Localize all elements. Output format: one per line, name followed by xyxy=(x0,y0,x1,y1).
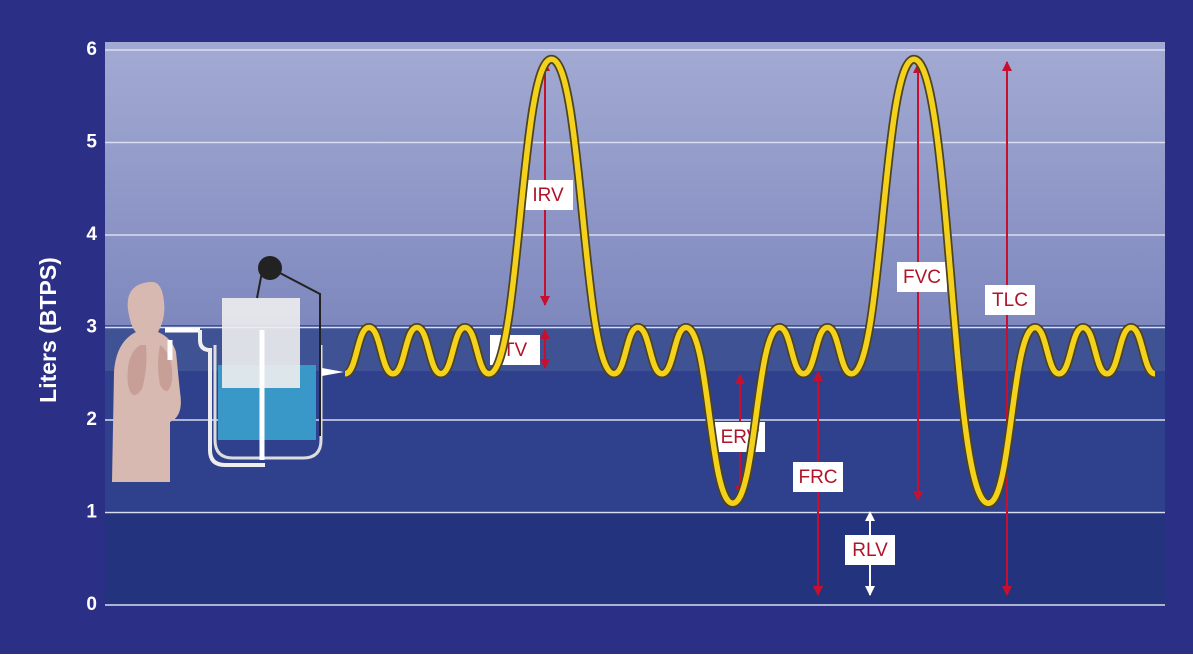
annotation-label: FRC xyxy=(798,467,837,488)
page: Liters (BTPS) IRVTVERVFRCRLVFVCTLC 01234… xyxy=(0,0,1193,654)
annotation-label: FVC xyxy=(903,267,941,288)
y-tick-label: 5 xyxy=(86,132,97,153)
y-tick-label: 4 xyxy=(86,224,97,245)
y-axis-label: Liters (BTPS) xyxy=(35,257,61,403)
annotation-label: RLV xyxy=(852,540,888,561)
y-tick-label: 6 xyxy=(86,39,97,60)
annotation-label: TLC xyxy=(992,290,1028,311)
y-tick-label: 2 xyxy=(86,409,97,430)
y-tick-label: 0 xyxy=(86,594,97,615)
y-tick-label: 3 xyxy=(86,317,97,338)
y-tick-label: 1 xyxy=(86,502,97,523)
annotation-label: IRV xyxy=(532,185,564,206)
chart: Liters (BTPS) IRVTVERVFRCRLVFVCTLC 01234… xyxy=(0,0,1193,654)
